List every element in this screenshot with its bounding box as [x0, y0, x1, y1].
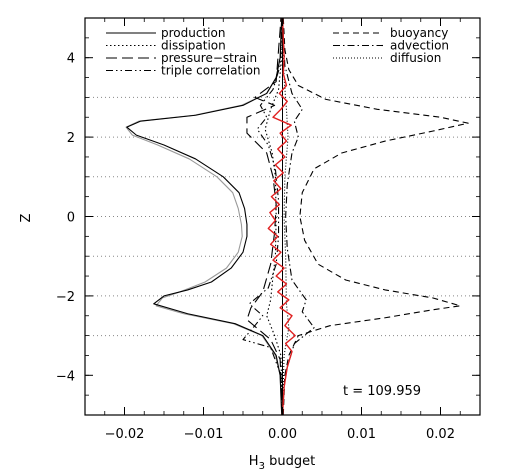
legend-label-left-2: pressure−strain	[161, 51, 257, 65]
series-5	[242, 18, 284, 415]
series-0	[126, 18, 283, 415]
y-tick-label-2: 0	[67, 211, 75, 226]
series-group	[125, 18, 469, 415]
legend: productiondissipationpressure−straintrip…	[106, 26, 449, 78]
y-tick-label-0: −4	[56, 369, 75, 384]
gridlines	[85, 18, 480, 415]
y-tick-label-1: −2	[56, 290, 75, 305]
y-tick-label-3: 2	[67, 131, 75, 146]
legend-label-left-3: triple correlation	[161, 64, 261, 78]
x-axis-label: H3 budget	[249, 454, 315, 472]
x-axis-label-main: H	[249, 454, 259, 469]
y-tick-label-4: 4	[67, 52, 75, 67]
x-tick-label-1: −0.01	[184, 427, 224, 442]
series-2	[282, 18, 469, 415]
x-tick-label-3: 0.01	[347, 427, 376, 442]
legend-label-right-0: buoyancy	[390, 26, 448, 40]
axis-ticks	[84, 17, 481, 416]
x-axis-label-suffix: budget	[265, 454, 315, 469]
series-3	[264, 18, 284, 415]
series-8	[267, 18, 296, 415]
tick-labels: −0.02 −0.01 0.00 0.01 0.02 −4 −2 0 2 4	[56, 52, 455, 442]
series-7	[281, 18, 290, 415]
x-axis-label-subscript: 3	[259, 461, 265, 472]
legend-label-right-1: advection	[390, 39, 449, 53]
y-axis-label: Z	[19, 213, 34, 222]
legend-label-left-1: dissipation	[161, 39, 226, 53]
series-6	[281, 18, 315, 415]
legend-label-left-0: production	[161, 26, 225, 40]
x-tick-label-2: 0.00	[268, 427, 297, 442]
legend-label-right-2: diffusion	[390, 51, 441, 65]
series-4	[246, 18, 284, 415]
x-tick-label-0: −0.02	[105, 427, 145, 442]
x-tick-label-4: 0.02	[426, 427, 455, 442]
time-annotation: t = 109.959	[343, 384, 421, 399]
